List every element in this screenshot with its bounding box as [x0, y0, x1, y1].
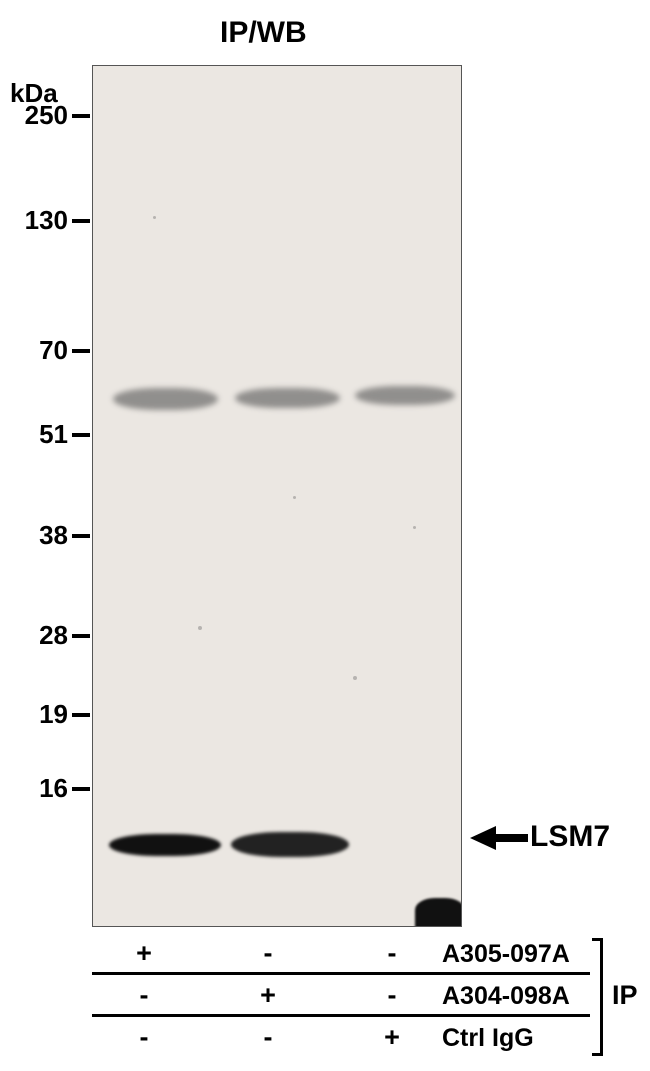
tick-dash	[72, 219, 90, 223]
tick-dash	[72, 349, 90, 353]
lsm7-band-lane1	[109, 834, 221, 856]
tick-250: 250	[10, 100, 68, 131]
ip-cell: -	[124, 1022, 164, 1053]
arrow-line	[494, 834, 528, 842]
ip-divider	[92, 1014, 590, 1017]
speck	[413, 526, 416, 529]
arrow-icon	[470, 826, 496, 850]
tick-130: 130	[10, 205, 68, 236]
ip-cell: +	[124, 938, 164, 969]
ip-row-label: Ctrl IgG	[442, 1024, 534, 1053]
ip-brace-tick	[592, 1053, 602, 1056]
nonspecific-band-lane1	[113, 388, 218, 410]
protein-label: LSM7	[530, 820, 610, 854]
lsm7-band-lane2	[231, 832, 349, 857]
ip-cell: -	[372, 938, 412, 969]
tick-dash	[72, 534, 90, 538]
tick-38: 38	[10, 520, 68, 551]
figure-title: IP/WB	[220, 16, 307, 50]
speck	[153, 216, 156, 219]
ip-divider	[92, 972, 590, 975]
ip-row-label: A304-098A	[442, 982, 570, 1011]
tick-dash	[72, 787, 90, 791]
ip-cell: -	[124, 980, 164, 1011]
tick-dash	[72, 433, 90, 437]
western-blot	[92, 65, 462, 927]
tick-51: 51	[10, 419, 68, 450]
nonspecific-band-lane2	[235, 388, 340, 408]
speck	[293, 496, 296, 499]
film-artifact	[415, 898, 462, 927]
tick-dash	[72, 713, 90, 717]
nonspecific-band-lane3	[355, 386, 455, 405]
ip-cell: -	[372, 980, 412, 1011]
tick-dash	[72, 114, 90, 118]
tick-70: 70	[10, 335, 68, 366]
ip-cell: +	[248, 980, 288, 1011]
ip-cell: -	[248, 1022, 288, 1053]
speck	[353, 676, 357, 680]
tick-28: 28	[10, 620, 68, 651]
speck	[198, 626, 202, 630]
ip-brace-label: IP	[612, 980, 638, 1011]
tick-19: 19	[10, 699, 68, 730]
ip-brace	[600, 938, 603, 1056]
ip-cell: +	[372, 1022, 412, 1053]
ip-cell: -	[248, 938, 288, 969]
ip-brace-tick	[592, 938, 602, 941]
ip-row-label: A305-097A	[442, 940, 570, 969]
tick-16: 16	[10, 773, 68, 804]
tick-dash	[72, 634, 90, 638]
